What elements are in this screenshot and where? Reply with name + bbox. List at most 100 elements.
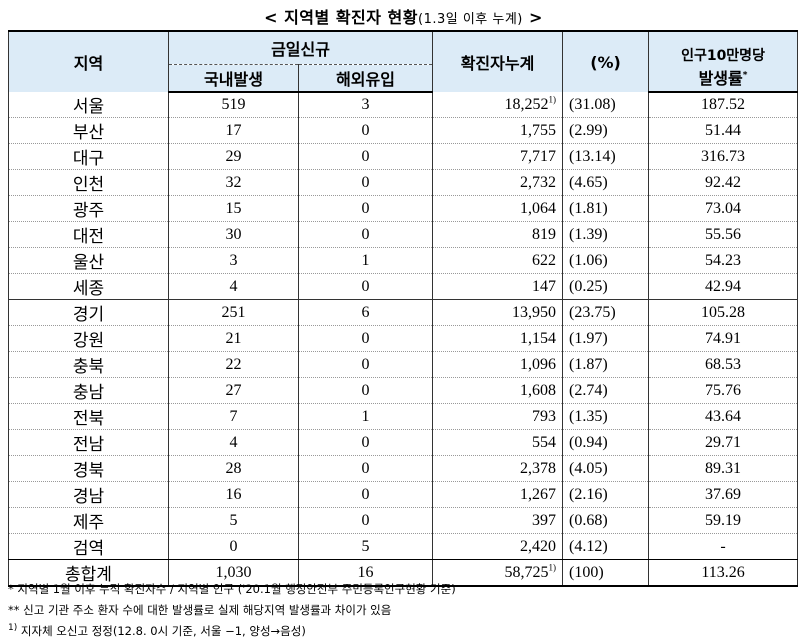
cumulative-cell: 18,2521) (432, 92, 564, 118)
region-cell: 광주 (8, 195, 169, 222)
cumulative-cell: 1,096 (432, 351, 564, 378)
cumulative-value: 2,732 (520, 173, 557, 191)
domestic-cell: 15 (168, 195, 299, 222)
region-cell: 검역 (8, 533, 169, 560)
rate-cell: 68.53 (648, 351, 799, 378)
region-cell: 부산 (8, 117, 169, 144)
cumulative-value: 58,725 (504, 563, 549, 581)
footnotes: * 지역별 1월 이후 누적 확진자수 / 지역별 인구 ('20.1월 행정안… (8, 579, 798, 642)
region-cell: 경남 (8, 481, 169, 508)
header-percent: (%) (562, 30, 650, 92)
domestic-cell: 27 (168, 377, 299, 404)
cumulative-cell: 622 (432, 247, 564, 274)
table-row: 세종 4 0 147 (0.25) 42.94 (8, 273, 799, 300)
cumulative-footnote-mark: 1) (548, 562, 557, 573)
footnote-3: 1) 지자체 오신고 정정(12.8. 0시 기준, 서울 −1, 양성→음성) (8, 621, 798, 642)
overseas-cell: 0 (297, 455, 434, 482)
percent-cell: (4.12) (562, 533, 650, 560)
table-row: 경기 251 6 13,950 (23.75) 105.28 (8, 299, 799, 326)
region-cell: 총합계 (8, 559, 169, 587)
domestic-cell: 7 (168, 403, 299, 430)
region-cell: 제주 (8, 507, 169, 534)
percent-cell: (1.39) (562, 221, 650, 248)
percent-cell: (23.75) (562, 299, 650, 326)
rate-cell: 75.76 (648, 377, 799, 404)
cumulative-value: 622 (532, 251, 557, 269)
cumulative-value: 1,096 (520, 355, 557, 373)
cumulative-value: 1,064 (520, 199, 557, 217)
rate-label: 발생률 (698, 68, 743, 88)
table-row: 부산 17 0 1,755 (2.99) 51.44 (8, 117, 799, 144)
region-cell: 울산 (8, 247, 169, 274)
percent-cell: (2.74) (562, 377, 650, 404)
domestic-cell: 5 (168, 507, 299, 534)
cumulative-value: 2,378 (520, 459, 557, 477)
rate-cell: 37.69 (648, 481, 799, 508)
table-row: 울산 3 1 622 (1.06) 54.23 (8, 247, 799, 274)
rate-cell: 59.19 (648, 507, 799, 534)
table-row: 강원 21 0 1,154 (1.97) 74.91 (8, 325, 799, 352)
region-cell: 강원 (8, 325, 169, 352)
cumulative-footnote-mark: 1) (548, 94, 557, 105)
footnote-3-text: 지자체 오신고 정정(12.8. 0시 기준, 서울 −1, 양성→음성) (20, 624, 306, 638)
overseas-cell: 0 (297, 481, 434, 508)
overseas-cell: 0 (297, 325, 434, 352)
table-row: 경북 28 0 2,378 (4.05) 89.31 (8, 455, 799, 482)
percent-cell: (100) (562, 559, 650, 587)
domestic-cell: 32 (168, 169, 299, 196)
table-body: 서울 519 3 18,2521) (31.08) 187.52 부산 17 0 1,755 (2.… (8, 92, 799, 587)
cumulative-value: 7,717 (520, 147, 557, 165)
domestic-cell: 4 (168, 429, 299, 456)
header-overseas: 해외유입 (297, 64, 434, 93)
rate-footnote-mark: * (742, 70, 748, 81)
table-row: 충남 27 0 1,608 (2.74) 75.76 (8, 377, 799, 404)
overseas-cell: 0 (297, 429, 434, 456)
region-cell: 전남 (8, 429, 169, 456)
footnote-2: ** 신고 기관 주소 환자 수에 대한 발생률로 실제 해당지역 발생률과 차… (8, 603, 392, 617)
percent-cell: (1.97) (562, 325, 650, 352)
domestic-cell: 251 (168, 299, 299, 326)
overseas-cell: 3 (297, 92, 434, 118)
region-cell: 인천 (8, 169, 169, 196)
cumulative-cell: 2,378 (432, 455, 564, 482)
title-end: > (522, 8, 543, 27)
domestic-cell: 0 (168, 533, 299, 560)
footnote-1: * 지역별 1월 이후 누적 확진자수 / 지역별 인구 ('20.1월 행정안… (8, 582, 456, 596)
cumulative-cell: 2,732 (432, 169, 564, 196)
rate-cell: 74.91 (648, 325, 799, 352)
header-cumulative: 확진자누계 (432, 30, 564, 92)
table-row: 서울 519 3 18,2521) (31.08) 187.52 (8, 92, 799, 118)
cumulative-cell: 554 (432, 429, 564, 456)
domestic-cell: 21 (168, 325, 299, 352)
domestic-cell: 29 (168, 143, 299, 170)
footnote-3-mark: 1) (8, 623, 18, 634)
overseas-cell: 0 (297, 221, 434, 248)
table-row: 전남 4 0 554 (0.94) 29.71 (8, 429, 799, 456)
overseas-cell: 0 (297, 351, 434, 378)
table-row: 충북 22 0 1,096 (1.87) 68.53 (8, 351, 799, 378)
region-cell: 대구 (8, 143, 169, 170)
cumulative-cell: 2,420 (432, 533, 564, 560)
cumulative-value: 2,420 (520, 537, 557, 555)
cumulative-cell: 819 (432, 221, 564, 248)
domestic-cell: 3 (168, 247, 299, 274)
rate-cell: 113.26 (648, 559, 799, 587)
header-region: 지역 (8, 30, 169, 92)
percent-cell: (4.65) (562, 169, 650, 196)
cumulative-cell: 13,950 (432, 299, 564, 326)
region-cell: 세종 (8, 273, 169, 300)
region-cell: 서울 (8, 92, 169, 118)
region-cell: 전북 (8, 403, 169, 430)
overseas-cell: 0 (297, 195, 434, 222)
overseas-cell: 1 (297, 247, 434, 274)
domestic-cell: 16 (168, 481, 299, 508)
overseas-cell: 0 (297, 507, 434, 534)
header-rate-line2: 발생률* (648, 64, 799, 93)
cumulative-cell: 793 (432, 403, 564, 430)
cumulative-value: 793 (532, 407, 557, 425)
overseas-cell: 1 (297, 403, 434, 430)
rate-cell: 54.23 (648, 247, 799, 274)
domestic-cell: 1,030 (168, 559, 299, 587)
header-rate-line1: 인구10만명당 (648, 30, 799, 65)
table-row: 총합계 1,030 16 58,7251) (100) 113.26 (8, 559, 799, 587)
